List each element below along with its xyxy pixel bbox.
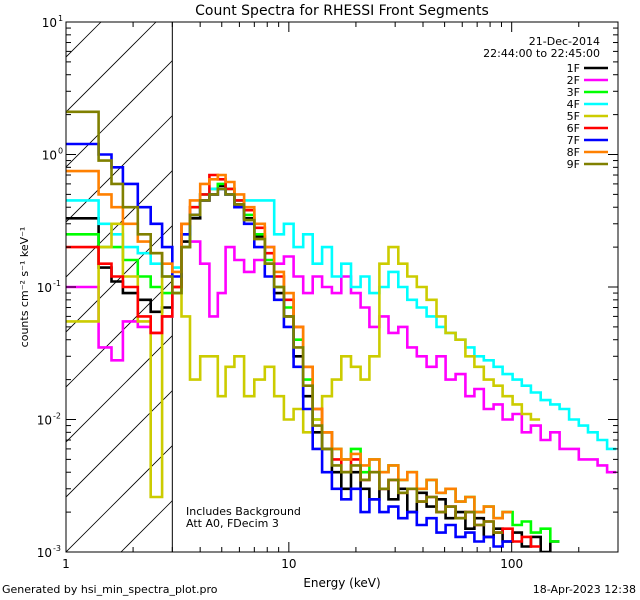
y-tick-label: 10 0: [42, 147, 63, 163]
date-label: 21-Dec-2014: [529, 35, 600, 48]
y-tick-label: 10 -2: [37, 412, 61, 428]
y-axis-label: counts cm⁻² s⁻¹ keV⁻¹: [18, 227, 31, 348]
y-tick-base: 10: [37, 546, 52, 560]
y-tick-base: 10: [42, 16, 57, 30]
legend-label: 8F: [567, 146, 580, 159]
legend-label: 5F: [567, 110, 580, 123]
y-tick-label: 10 1: [42, 14, 63, 30]
legend-label: 4F: [567, 98, 580, 111]
legend-label: 6F: [567, 122, 580, 135]
series-layer: [66, 110, 617, 552]
legend-label: 1F: [567, 62, 580, 75]
legend-label: 7F: [567, 134, 580, 147]
annotation-background: Includes Background: [186, 505, 301, 518]
hatch-mask: [172, 22, 618, 552]
legend-label: 2F: [567, 74, 580, 87]
series-7F: [66, 142, 512, 548]
series-9F: [66, 110, 503, 534]
footer-generated: Generated by hsi_min_spectra_plot.pro: [2, 583, 218, 596]
y-tick-exponent: 1: [58, 14, 63, 23]
hatch-line: [66, 22, 157, 113]
x-axis-label: Energy (keV): [303, 576, 380, 590]
annotation-attenuator: Att A0, FDecim 3: [186, 517, 279, 530]
legend-label: 9F: [567, 158, 580, 171]
legend-label: 3F: [567, 86, 580, 99]
x-tick-label: 100: [500, 557, 523, 571]
y-tick-exponent: -2: [53, 412, 61, 421]
axis-ticks: [65, 22, 619, 553]
y-tick-base: 10: [42, 149, 57, 163]
time-range-label: 22:44:00 to 22:45:00: [483, 47, 600, 60]
x-tick-labels: 1 10 100: [62, 557, 523, 571]
x-tick-label: 1: [62, 557, 70, 571]
hatched-region: [66, 22, 618, 552]
y-tick-exponent: -3: [53, 544, 61, 553]
y-tick-label: 10 -3: [37, 544, 61, 560]
y-tick-base: 10: [37, 281, 52, 295]
chart-title: Count Spectra for RHESSI Front Segments: [195, 3, 489, 19]
footer-timestamp: 18-Apr-2023 12:38: [532, 583, 636, 596]
y-tick-exponent: 0: [58, 147, 63, 156]
y-tick-base: 10: [37, 414, 52, 428]
hatch-line: [66, 22, 212, 168]
x-tick-label: 10: [281, 557, 296, 571]
y-tick-exponent: -1: [53, 279, 61, 288]
y-tick-label: 10 -1: [37, 279, 61, 295]
